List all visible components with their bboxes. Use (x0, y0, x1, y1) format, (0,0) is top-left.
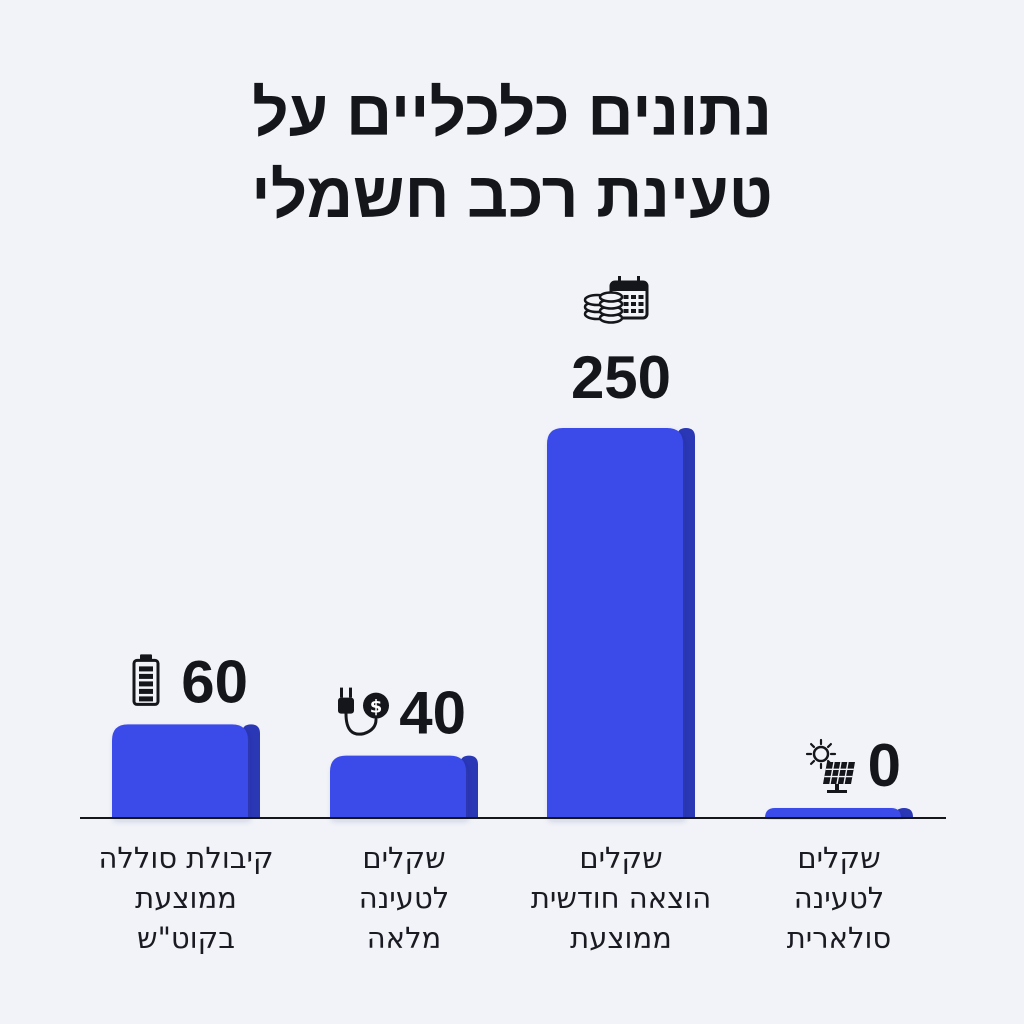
bar-2 (330, 755, 478, 818)
coins-calendar-icon (583, 276, 649, 324)
category-label-4: שקלים לטעינה סולארית (787, 841, 892, 955)
category-label-1-line-1: קיבולת סוללה (98, 841, 273, 875)
bar-front-3 (547, 428, 683, 818)
category-label-3-line-2: הוצאה חודשית (531, 881, 711, 915)
chart-title: נתונים כלכליים על טעינת רכב חשמלי (0, 72, 1024, 236)
category-label-2-line-2: לטעינה (359, 881, 449, 915)
icons-layer: $ (132, 276, 855, 793)
svg-text:$: $ (370, 697, 383, 718)
value-group-3: 250 (571, 344, 671, 411)
value-label-3: 250 (571, 344, 671, 411)
category-label-2: שקלים לטעינה מלאה (359, 841, 449, 955)
sun-solar-panel-icon (805, 738, 855, 793)
chart-title-line-2: טעינת רכב חשמלי (251, 159, 773, 231)
bar-front-1 (112, 724, 248, 818)
category-label-4-line-3: סולארית (787, 921, 892, 955)
value-label-4: 0 (868, 732, 901, 799)
value-group-4: 0 (868, 732, 901, 799)
bar-1 (112, 724, 260, 818)
category-label-1-line-2: ממוצעת (135, 881, 237, 915)
value-group-2: 40 (399, 680, 466, 747)
bars-layer (112, 428, 913, 818)
category-label-1-line-3: בקוט"ש (137, 921, 235, 955)
category-label-3: שקלים הוצאה חודשית ממוצעת (531, 841, 711, 955)
category-label-1: קיבולת סוללה ממוצעת בקוט"ש (98, 841, 273, 955)
bar-4 (765, 808, 913, 818)
battery-icon (132, 654, 160, 706)
category-label-3-line-1: שקלים (579, 841, 662, 875)
plug-dollar-icon: $ (338, 687, 389, 736)
value-label-1: 60 (181, 648, 248, 715)
category-label-4-line-1: שקלים (797, 841, 880, 875)
category-label-2-line-3: מלאה (367, 921, 442, 955)
category-label-2-line-1: שקלים (362, 841, 445, 875)
category-label-3-line-3: ממוצעת (570, 921, 672, 955)
bar-3 (547, 428, 695, 818)
value-group-1: 60 (181, 648, 248, 715)
bar-front-4 (765, 808, 901, 818)
chart-title-line-1: נתונים כלכליים על (252, 77, 772, 149)
category-label-4-line-2: לטעינה (794, 881, 884, 915)
value-label-2: 40 (399, 680, 466, 747)
bar-front-2 (330, 755, 466, 818)
labels-layer: 60 40 250 0 קיבולת סוללה ממוצעת בקוט"ש שקלים לטע… (98, 344, 901, 955)
